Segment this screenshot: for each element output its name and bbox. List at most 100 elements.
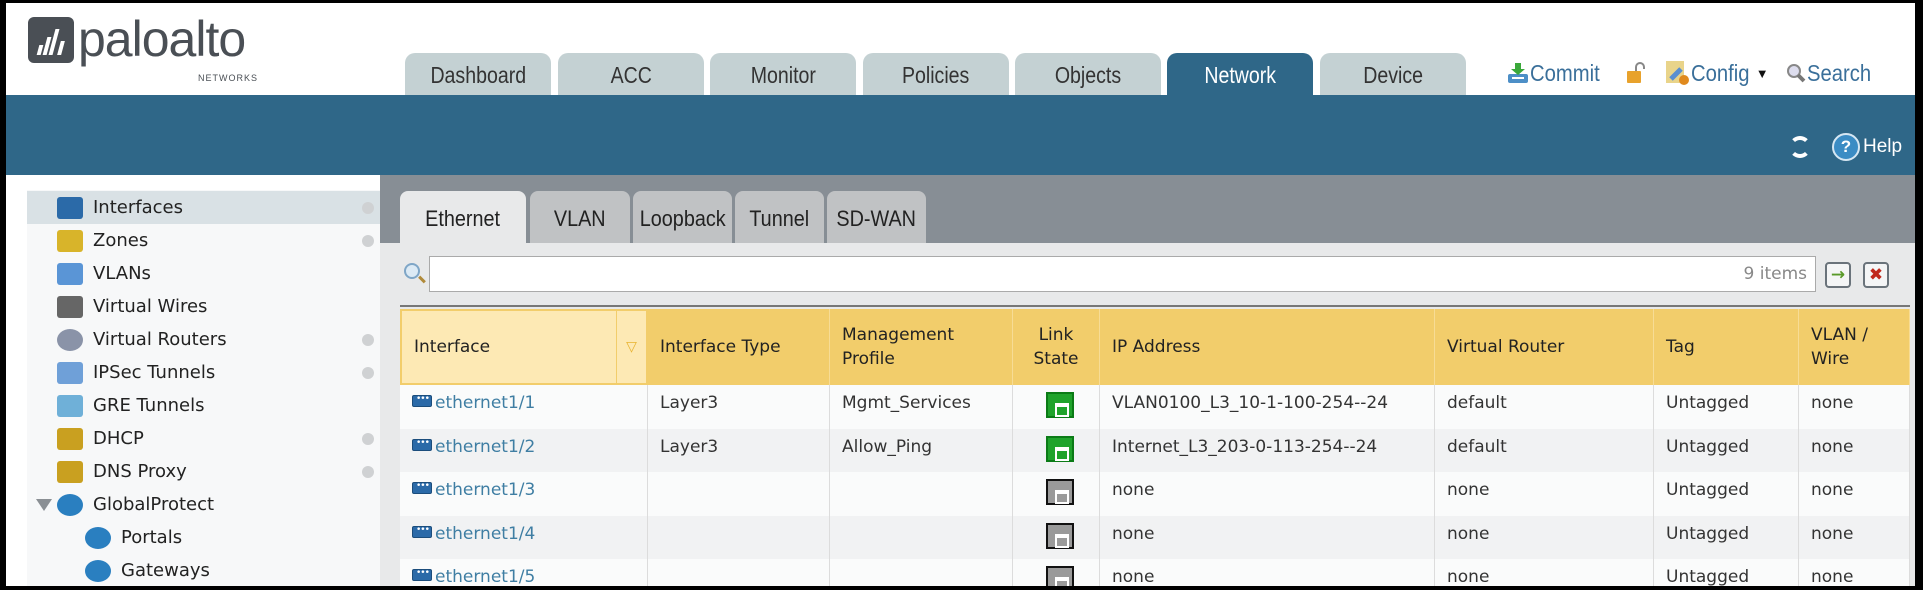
- column-header-tag[interactable]: Tag: [1654, 309, 1799, 385]
- interfaces-table: Interface ▽ Interface Type Management Profi…: [400, 305, 1910, 586]
- tab-label: SD-WAN: [836, 206, 917, 231]
- tab-sd-wan[interactable]: SD-WAN: [827, 191, 926, 243]
- cell-text: VLAN0100_L3_10-1-100-254--24: [1112, 393, 1389, 413]
- status-dot: [362, 201, 374, 214]
- sidebar-item-dhcp[interactable]: DHCP: [27, 422, 380, 455]
- interface-link[interactable]: ethernet1/2: [435, 436, 536, 457]
- sidebar-item-interfaces[interactable]: Interfaces: [27, 191, 380, 224]
- cell-text: Untagged: [1666, 480, 1750, 500]
- nav-tab-device[interactable]: Device: [1320, 53, 1466, 95]
- search-button[interactable]: Search: [1785, 60, 1880, 87]
- sidebar-item-label: GlobalProtect: [93, 494, 215, 515]
- cell-tag: Untagged: [1654, 515, 1799, 559]
- tab-loopback[interactable]: Loopback: [633, 191, 732, 243]
- help-button[interactable]: ? Help: [1832, 133, 1902, 161]
- column-header-label: IP Address: [1112, 337, 1201, 357]
- sidebar-item-gre-tunnels[interactable]: GRE Tunnels: [27, 389, 380, 422]
- column-header-management-profile[interactable]: Management Profile: [830, 309, 1013, 385]
- status-dot: [362, 465, 374, 478]
- column-header-interface[interactable]: Interface ▽: [400, 309, 648, 385]
- column-header-label: Interface Type: [660, 337, 781, 357]
- cell-tag: Untagged: [1654, 472, 1799, 516]
- cell-interface[interactable]: ethernet1/5: [400, 559, 648, 586]
- interface-link[interactable]: ethernet1/4: [435, 523, 536, 544]
- status-dot: [362, 366, 374, 379]
- commit-button[interactable]: Commit: [1506, 60, 1609, 87]
- cell-tag: Untagged: [1654, 385, 1799, 429]
- nav-tab-label: ACC: [610, 62, 652, 88]
- column-header-label: Link State: [1033, 325, 1079, 369]
- clear-filter-button[interactable]: ✖: [1863, 262, 1889, 288]
- nav-tab-objects[interactable]: Objects: [1015, 53, 1161, 95]
- cell-text: Untagged: [1666, 393, 1750, 413]
- column-header-label: VLAN / Wire: [1811, 325, 1868, 369]
- sidebar-item-label: DHCP: [93, 428, 144, 449]
- cell-text: default: [1447, 436, 1507, 457]
- column-header-link-state[interactable]: Link State: [1013, 309, 1100, 385]
- sidebar-item-vlans[interactable]: VLANs: [27, 257, 380, 290]
- column-header-virtual-router[interactable]: Virtual Router: [1435, 309, 1654, 385]
- ipsec-tunnels-icon: [57, 361, 83, 384]
- ethernet-port-icon: [412, 525, 432, 538]
- expand-triangle-icon[interactable]: [36, 498, 52, 511]
- sidebar-item-label: Zones: [93, 230, 149, 251]
- column-header-interface-type[interactable]: Interface Type: [648, 309, 830, 385]
- interface-link[interactable]: ethernet1/5: [435, 567, 536, 586]
- lock-button[interactable]: [1625, 61, 1647, 85]
- cell-vlan: none: [1799, 428, 1910, 472]
- cell-ip: VLAN0100_L3_10-1-100-254--24: [1100, 385, 1435, 429]
- sidebar-item-portals[interactable]: Portals: [27, 521, 380, 554]
- zones-icon: [57, 229, 83, 252]
- nav-tab-policies[interactable]: Policies: [863, 53, 1009, 95]
- sidebar-item-globalprotect[interactable]: GlobalProtect: [27, 488, 380, 521]
- gateways-icon: [85, 559, 111, 582]
- tab-vlan[interactable]: VLAN: [530, 191, 630, 243]
- cell-vlan: none: [1799, 559, 1910, 586]
- sidebar-item-virtual-wires[interactable]: Virtual Wires: [27, 290, 380, 323]
- filter-input[interactable]: 9 items: [429, 256, 1816, 292]
- sidebar: Interfaces Zones VLANs Virtual Wires Virtual…: [27, 175, 380, 586]
- gre-tunnels-icon: [57, 394, 83, 417]
- apply-filter-button[interactable]: →: [1825, 262, 1851, 288]
- commit-icon: [1508, 63, 1528, 83]
- sort-descending-icon[interactable]: ▽: [616, 311, 646, 383]
- cell-text: none: [1811, 523, 1854, 544]
- status-dot: [362, 432, 374, 445]
- tab-label: Tunnel: [749, 206, 810, 231]
- nav-tab-label: Monitor: [750, 62, 816, 88]
- item-count: 9 items: [1743, 264, 1807, 284]
- column-header-vlan-virtual-wire[interactable]: VLAN / Wire: [1799, 309, 1910, 385]
- sidebar-item-dns-proxy[interactable]: DNS Proxy: [27, 455, 380, 488]
- logo-mark-icon: [28, 17, 74, 63]
- nav-tab-label: Network: [1204, 62, 1276, 88]
- config-menu[interactable]: Config ▼: [1663, 59, 1769, 87]
- cell-link: [1013, 515, 1100, 559]
- interface-link[interactable]: ethernet1/1: [435, 393, 536, 413]
- nav-tab-acc[interactable]: ACC: [558, 53, 704, 95]
- column-header-ip-address[interactable]: IP Address: [1100, 309, 1435, 385]
- ethernet-port-icon: [412, 394, 432, 407]
- nav-tab-monitor[interactable]: Monitor: [710, 53, 856, 95]
- unlocked-lock-icon: [1627, 62, 1646, 83]
- cell-interface[interactable]: ethernet1/4: [400, 515, 648, 559]
- cell-ip: Internet_L3_203-0-113-254--24: [1100, 428, 1435, 472]
- window: paloalto NETWORKS Dashboard ACC Monitor Pol…: [6, 3, 1915, 586]
- refresh-icon[interactable]: [1789, 136, 1811, 158]
- cell-text: none: [1447, 567, 1490, 586]
- sidebar-item-virtual-routers[interactable]: Virtual Routers: [27, 323, 380, 356]
- sidebar-item-ipsec-tunnels[interactable]: IPSec Tunnels: [27, 356, 380, 389]
- tab-tunnel[interactable]: Tunnel: [735, 191, 824, 243]
- cell-interface[interactable]: ethernet1/3: [400, 472, 648, 516]
- nav-tab-label: Policies: [902, 62, 970, 88]
- sidebar-item-gateways[interactable]: Gateways: [27, 554, 380, 586]
- cell-interface[interactable]: ethernet1/1: [400, 385, 648, 429]
- sidebar-item-zones[interactable]: Zones: [27, 224, 380, 257]
- cell-interface[interactable]: ethernet1/2: [400, 428, 648, 472]
- toolbar-band: [6, 95, 1915, 175]
- tab-ethernet[interactable]: Ethernet: [400, 191, 526, 246]
- cell-text: Allow_Ping: [842, 436, 933, 457]
- link-state-down-icon: [1046, 479, 1074, 505]
- nav-tab-network[interactable]: Network: [1167, 53, 1313, 95]
- nav-tab-dashboard[interactable]: Dashboard: [405, 53, 551, 95]
- interface-link[interactable]: ethernet1/3: [435, 480, 536, 500]
